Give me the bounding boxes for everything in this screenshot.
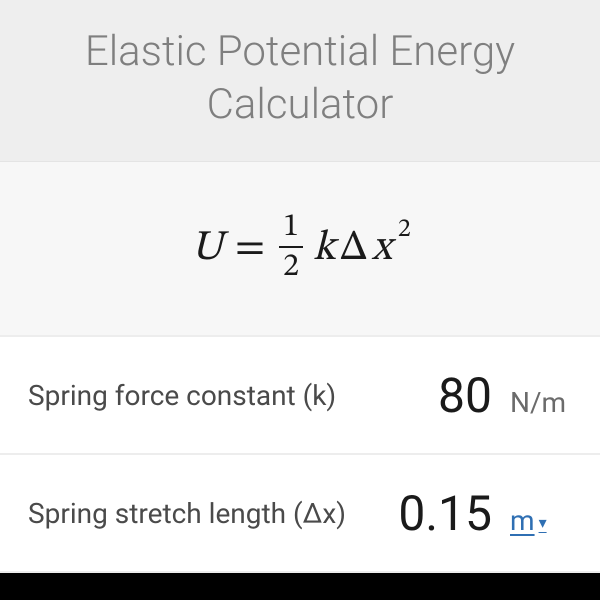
footer-bar	[0, 573, 600, 600]
formula-k: k	[313, 222, 336, 275]
value-k[interactable]: 80	[402, 367, 492, 424]
unit-dx-dropdown[interactable]: m ▾	[510, 504, 572, 537]
formula-delta: Δ	[340, 222, 368, 275]
unit-dx-label: m	[510, 504, 535, 537]
formula: U = 1 2 k Δ x 2	[191, 213, 408, 285]
header: Elastic Potential Energy Calculator	[0, 0, 600, 162]
input-row-dx: Spring stretch length (Δx) 0.15 m ▾	[0, 455, 600, 573]
page-title: Elastic Potential Energy Calculator	[40, 26, 560, 131]
fraction-one-half: 1 2	[279, 211, 303, 283]
formula-x: x	[372, 222, 392, 275]
formula-exponent: 2	[398, 214, 411, 247]
value-dx[interactable]: 0.15	[398, 485, 492, 542]
label-dx: Spring stretch length (Δx)	[28, 497, 346, 530]
input-row-k: Spring force constant (k) 80 N/m	[0, 337, 600, 455]
value-group-dx: 0.15 m ▾	[398, 485, 572, 542]
fraction-denominator: 2	[279, 248, 303, 283]
unit-k: N/m	[510, 386, 572, 419]
label-k: Spring force constant (k)	[28, 379, 336, 412]
fraction-numerator: 1	[279, 211, 303, 248]
value-group-k: 80 N/m	[402, 367, 572, 424]
formula-lhs: U	[191, 222, 223, 275]
calculator-card: Elastic Potential Energy Calculator U = …	[0, 0, 600, 600]
formula-row: U = 1 2 k Δ x 2	[0, 162, 600, 337]
equals-sign: =	[227, 222, 273, 275]
chevron-down-icon: ▾	[539, 513, 547, 532]
